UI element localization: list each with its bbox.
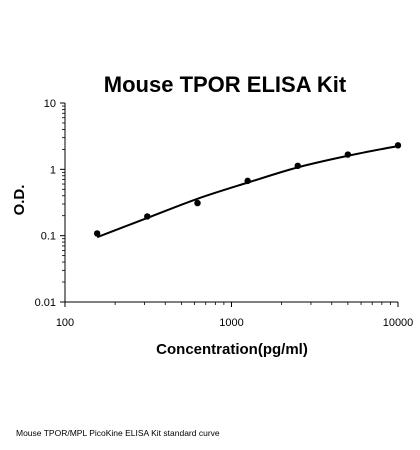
y-axis-label: O.D. — [11, 185, 28, 216]
data-point — [294, 162, 301, 170]
y-tick-label: 1 — [50, 164, 56, 176]
data-point — [93, 230, 101, 237]
x-tick-label: 100 — [56, 317, 74, 329]
caption: Mouse TPOR/MPL PicoKine ELISA Kit standa… — [16, 428, 220, 438]
fit-curve — [96, 144, 399, 239]
data-point — [244, 177, 251, 185]
x-tick-label: 10000 — [383, 317, 414, 329]
data-point — [144, 213, 151, 220]
data-point — [344, 151, 352, 158]
data-point — [194, 199, 201, 207]
y-tick-label: 10 — [44, 98, 56, 110]
x-tick-label: 1000 — [219, 317, 243, 329]
data-point — [394, 142, 402, 149]
x-axis-label: Concentration(pg/ml) — [156, 341, 308, 358]
y-tick-label: 0.01 — [35, 297, 56, 309]
plot-area: 0.01 0.1 1 10 100 1000 10000 — [35, 98, 414, 329]
y-tick-label: 0.1 — [41, 231, 56, 243]
chart-title: Mouse TPOR ELISA Kit — [104, 72, 347, 97]
